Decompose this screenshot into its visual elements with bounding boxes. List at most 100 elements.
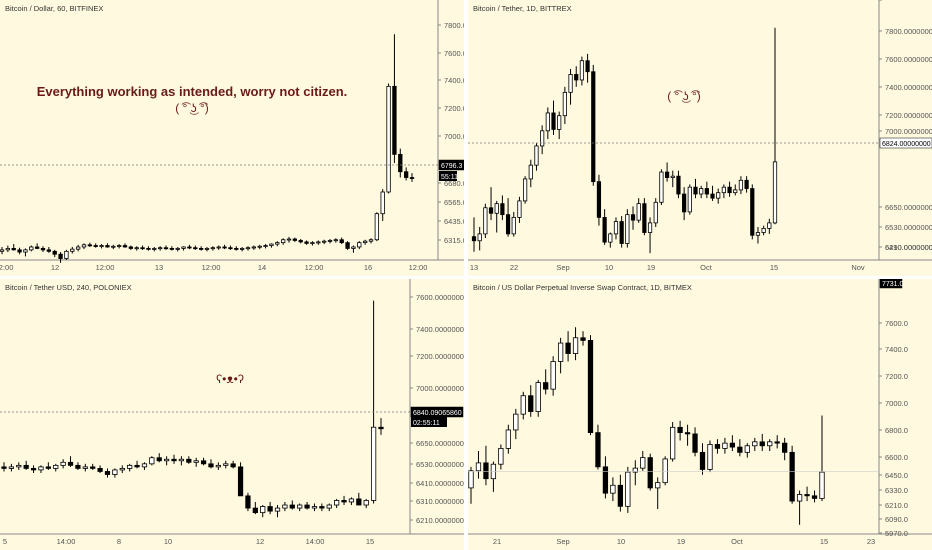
candle-body [398, 153, 403, 173]
candle-body [483, 207, 488, 235]
candle-body [392, 85, 397, 155]
panel-divider-horizontal[interactable] [0, 276, 932, 279]
panel-divider-vertical[interactable] [464, 0, 468, 550]
price-label: 6840.09065860 [413, 410, 462, 417]
candle-body [222, 246, 227, 249]
x-tick-label: 10 [605, 263, 613, 272]
chart-panel-bittrex[interactable]: Bitcoin / Tether, 1D, BITTREX 7800.000000… [468, 0, 932, 276]
candle-body [286, 238, 292, 241]
candle-body [632, 467, 638, 473]
candle-body [699, 188, 704, 195]
candle-body [128, 246, 134, 249]
candle-body [282, 504, 288, 509]
y-tick-label: 6680.0 [444, 179, 464, 188]
candle-body [53, 464, 59, 469]
y-tick-label: 7400.00000000 [885, 83, 932, 92]
candle-body [171, 458, 177, 462]
candle-body [744, 179, 749, 189]
candle-body [134, 247, 139, 250]
candle-body [58, 253, 63, 259]
y-tick-label: 5970.0 [885, 529, 908, 538]
candle-body [319, 506, 325, 509]
candle-body [595, 432, 601, 468]
candle-body [333, 239, 339, 242]
y-tick-label: 7800.00000000 [885, 27, 932, 36]
candle-body [11, 248, 16, 251]
x-tick-label: 15 [770, 263, 778, 272]
candle-body [52, 250, 57, 255]
candle-body [636, 203, 641, 221]
x-tick-label: 16 [364, 263, 372, 272]
x-tick-label: 19 [647, 263, 655, 272]
candle-body [181, 246, 186, 249]
candle-body [565, 342, 571, 354]
candle-body [608, 233, 613, 243]
candle-body [210, 247, 216, 250]
y-tick-label: 7600.0 [885, 319, 908, 328]
candle-body [230, 463, 236, 468]
candle-body [81, 244, 87, 248]
chart-panel-bitfinex[interactable]: Bitcoin / Dollar, 60, BITFINEX 7800.0 7600… [0, 0, 464, 276]
candle-body [23, 249, 28, 253]
y-tick-label: 7600.00000000 [885, 55, 932, 64]
candle-body [368, 239, 374, 242]
candle-body [45, 466, 51, 469]
x-tick-label: Oct [731, 537, 744, 546]
candle-body [380, 191, 385, 215]
candle-body [228, 247, 233, 250]
candle-body [494, 203, 499, 214]
y-tick-label: 6565.0 [444, 198, 464, 207]
candle-body [119, 468, 125, 471]
candle-body [737, 446, 743, 453]
candle-body [704, 188, 709, 195]
candle-body [134, 464, 140, 468]
candle-body [707, 444, 713, 470]
candle-body [311, 506, 318, 509]
chart-title: Bitcoin / Dollar, 60, BITFINEX [5, 4, 103, 13]
candle-body [198, 248, 204, 250]
candle-body [169, 248, 175, 250]
candle-body [471, 236, 477, 242]
candle-body [772, 161, 778, 224]
candle-body [223, 463, 229, 466]
candle-body [568, 74, 573, 93]
candle-body [200, 460, 207, 465]
candle-body [557, 115, 562, 130]
x-tick-label: 23 [867, 537, 875, 546]
candle-body [642, 203, 647, 233]
candle-body [738, 179, 744, 191]
candle-body [811, 495, 818, 499]
y-tick-label: 6530.00000000 [885, 223, 932, 232]
y-tick-label: 6650.00000000 [416, 439, 464, 448]
candlestick-chart[interactable]: Bitcoin / Tether, 1D, BITTREX 7800.000000… [468, 0, 932, 276]
countdown-label: 02:55:11 [413, 420, 440, 427]
candle-body [378, 426, 384, 430]
x-tick-label: 13 [155, 263, 163, 272]
candle-body [727, 186, 732, 194]
candle-body [722, 442, 728, 449]
candle-body [498, 447, 504, 465]
y-tick-label: 7000.00000000 [885, 127, 932, 136]
candlestick-chart[interactable]: Bitcoin / US Dollar Perpetual Inverse Sw… [468, 279, 932, 550]
candle-body [345, 242, 350, 249]
candle-body [386, 85, 391, 193]
y-tick-label: 6435.0 [444, 217, 464, 226]
candle-body [208, 463, 214, 468]
candle-body [257, 245, 262, 248]
chart-panel-poloniex[interactable]: Bitcoin / Tether USD, 240, POLONIEX 7600.… [0, 279, 464, 550]
chart-panel-bitmex[interactable]: Bitcoin / US Dollar Perpetual Inverse Sw… [468, 279, 932, 550]
candle-body [140, 247, 145, 250]
candle-body [591, 71, 596, 183]
candle-body [46, 249, 52, 252]
candle-body [551, 112, 556, 130]
y-tick-label: 6290.00000000 [885, 243, 932, 252]
x-tick-label: 12:00 [0, 263, 13, 272]
candle-body [819, 471, 825, 499]
candle-body [245, 495, 251, 509]
candlestick-chart[interactable]: Bitcoin / Dollar, 60, BITFINEX 7800.0 7600… [0, 0, 464, 276]
y-tick-label: 6330.0 [885, 486, 908, 495]
candle-body [99, 245, 104, 247]
candle-body [721, 186, 726, 194]
candlestick-chart[interactable]: Bitcoin / Tether USD, 240, POLONIEX 7600.… [0, 279, 464, 550]
candle-body [804, 494, 810, 497]
